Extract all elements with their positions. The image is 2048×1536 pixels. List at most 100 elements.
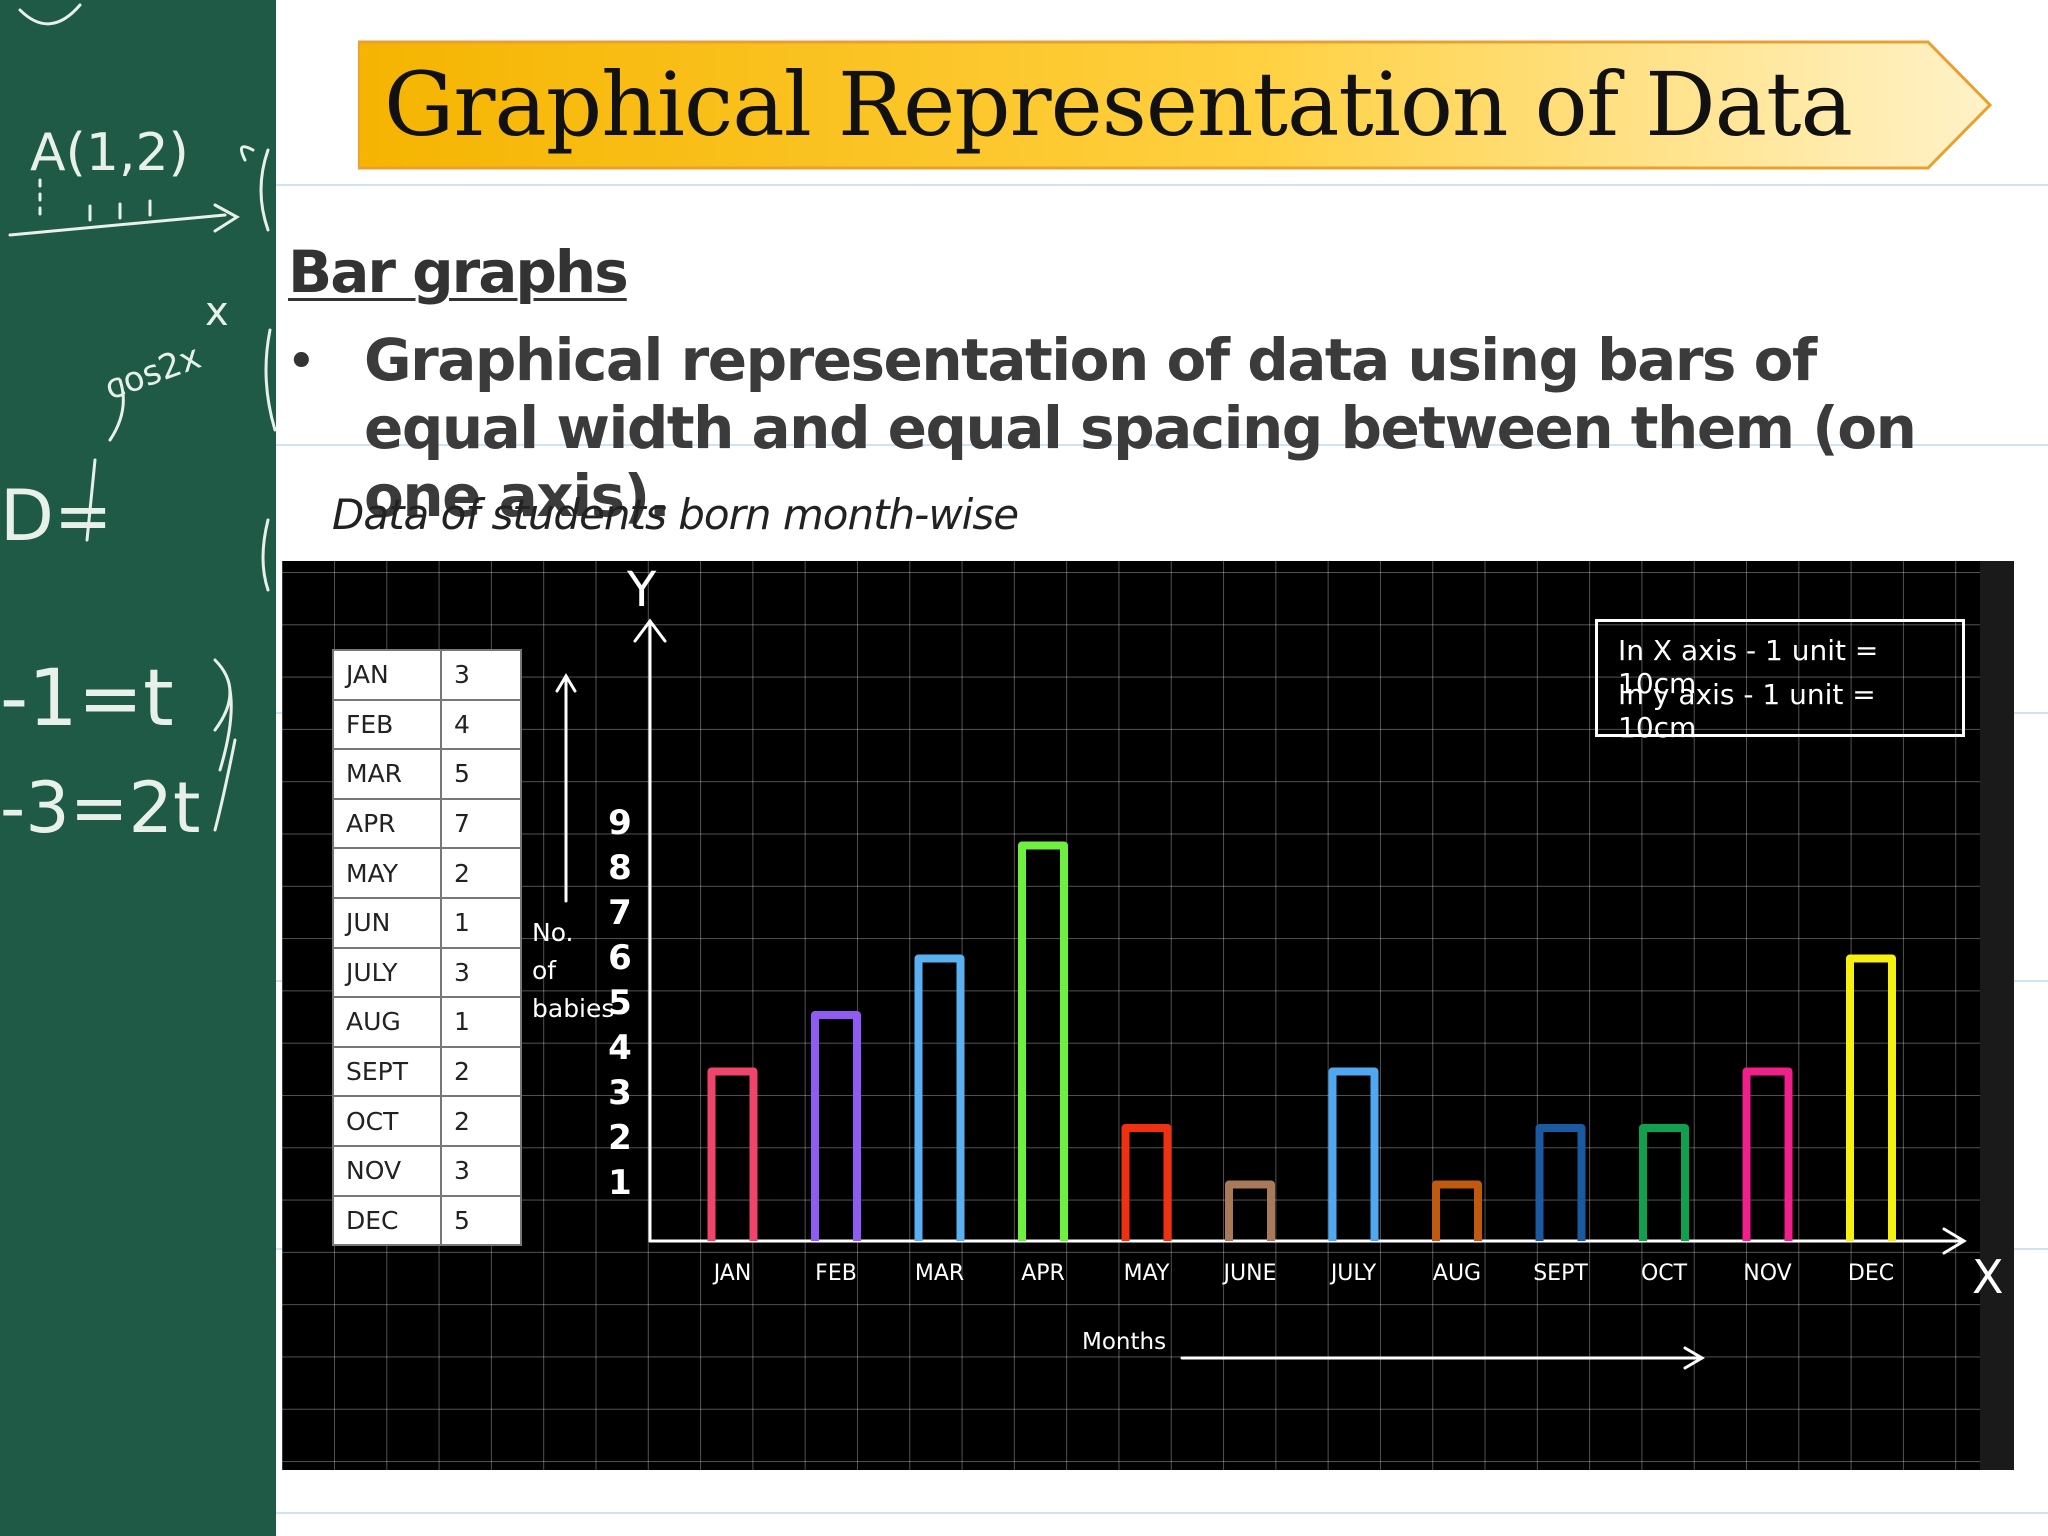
scale-legend-box: In X axis - 1 unit = 10cm In y axis - 1 …: [1595, 619, 1965, 744]
table-row: NOV 3: [332, 1144, 522, 1197]
y-axis-label-line3: babies: [532, 994, 615, 1023]
y-tick-label: 9: [608, 803, 632, 843]
table-cell-month: DEC: [332, 1194, 442, 1247]
ruled-line: [276, 184, 2048, 186]
y-tick-label: 2: [608, 1118, 632, 1158]
table-cell-month: FEB: [332, 698, 442, 751]
bar-chart: Y X 1 2 3 4 5 6 7 8 9: [555, 562, 2004, 1370]
y-axis-letter: Y: [626, 562, 657, 618]
chalk-equation-1: -1=t: [0, 654, 174, 744]
bar-feb: [811, 1011, 861, 1241]
y-tick-label: 1: [608, 1163, 632, 1203]
table-cell-month: JAN: [332, 649, 442, 701]
x-tick-label: AUG: [1432, 1261, 1482, 1286]
svg-text:x: x: [205, 289, 229, 335]
bar-aug: [1432, 1180, 1482, 1241]
table-cell-month: AUG: [332, 996, 442, 1048]
scale-y-text: In y axis - 1 unit = 10cm: [1618, 678, 1876, 744]
chalk-equation-2: -3=2t: [0, 767, 200, 849]
table-cell-value: 7: [440, 797, 522, 850]
y-tick-label: 3: [608, 1073, 632, 1113]
chalk-point-label: A(1,2): [30, 123, 189, 183]
y-tick-label: 7: [608, 893, 632, 933]
x-tick-label: JUNE: [1223, 1261, 1277, 1286]
table-row: SEPT 2: [332, 1045, 522, 1098]
bar-may: [1121, 1124, 1172, 1241]
table-row: APR 7: [332, 797, 522, 850]
x-tick-label: JULY: [1330, 1261, 1377, 1286]
y-tick-label: 8: [608, 848, 632, 888]
table-cell-value: 1: [440, 896, 522, 949]
table-cell-value: 3: [440, 946, 522, 999]
table-cell-month: JUN: [332, 896, 442, 949]
table-cell-value: 5: [440, 748, 522, 800]
y-tick-label: 5: [608, 983, 632, 1023]
chalk-drawing: A(1,2) x cos2x D= -1=t -3=2t: [0, 3, 276, 849]
x-tick-label: FEB: [815, 1261, 857, 1286]
y-tick-label: 6: [608, 938, 632, 978]
table-row: AUG 1: [332, 996, 522, 1048]
ruled-line: [276, 444, 2048, 446]
bar-apr: [1018, 841, 1068, 1241]
data-table: JAN 3 FEB 4 MAR 5 APR 7 MAY 2 JUN 1 JULY 3 AUG 1 SEPT 2 OC…: [332, 649, 522, 1247]
table-cell-value: 1: [440, 996, 522, 1048]
x-tick-label: APR: [1021, 1261, 1065, 1286]
scale-x-text: In X axis - 1 unit = 10cm: [1618, 634, 1879, 700]
x-tick-label: DEC: [1847, 1261, 1895, 1286]
bullet-text: Graphical representation of data using b…: [364, 326, 1917, 530]
chart-caption: Data of students born month-wise: [332, 490, 1019, 539]
table-cell-month: NOV: [332, 1144, 442, 1197]
months-arrow-head: [1683, 1346, 1705, 1370]
section-heading: Bar graphs: [288, 238, 629, 306]
x-axis-letter: X: [1972, 1250, 2004, 1304]
table-row: JUN 1: [332, 896, 522, 949]
data-table-body: JAN 3 FEB 4 MAR 5 APR 7 MAY 2 JUN 1 JULY 3 AUG 1 SEPT 2 OC…: [332, 649, 522, 1247]
table-cell-month: SEPT: [332, 1045, 442, 1098]
x-tick-label: JAN: [713, 1261, 752, 1286]
svg-text:cos2x: cos2x: [99, 337, 206, 408]
table-row: MAY 2: [332, 847, 522, 899]
y-label-arrow-head: [555, 673, 577, 693]
table-cell-value: 5: [440, 1194, 522, 1247]
table-cell-month: MAY: [332, 847, 442, 899]
bar-jan: [707, 1067, 758, 1241]
table-cell-value: 3: [440, 1144, 522, 1197]
title-banner: Graphical Representation of Data: [358, 40, 1992, 170]
svg-text:D=: D=: [0, 475, 113, 557]
table-cell-value: 2: [440, 847, 522, 899]
y-axis-arrow: [633, 618, 667, 643]
table-row: JAN 3: [332, 649, 522, 701]
x-tick-label: MAY: [1123, 1261, 1170, 1286]
table-cell-value: 4: [440, 698, 522, 751]
x-tick-label: MAR: [914, 1261, 965, 1286]
table-cell-month: JULY: [332, 946, 442, 999]
page-title: Graphical Representation of Data: [384, 53, 1853, 156]
table-cell-month: MAR: [332, 748, 442, 800]
x-tick-label: OCT: [1640, 1261, 1688, 1286]
table-row: DEC 5: [332, 1194, 522, 1247]
bar-sept: [1535, 1124, 1586, 1241]
bullet-point: •: [286, 332, 317, 392]
panel-edge-strip: [1980, 561, 2014, 1470]
bar-mar: [914, 954, 965, 1241]
x-tick-label: NOV: [1743, 1261, 1792, 1286]
table-cell-value: 2: [440, 1095, 522, 1147]
bar-nov: [1742, 1067, 1793, 1241]
y-axis-label-line2: of: [532, 956, 557, 985]
table-cell-month: OCT: [332, 1095, 442, 1147]
y-axis-label-line1: No.: [532, 918, 574, 947]
title-banner-shape: [358, 40, 1992, 170]
bar-chart-panel: JAN 3 FEB 4 MAR 5 APR 7 MAY 2 JUN 1 JULY 3 AUG 1 SEPT 2 OC…: [282, 561, 2014, 1470]
x-axis-arrow: [1942, 1227, 1967, 1255]
y-tick-label: 4: [608, 1028, 632, 1068]
bar-june: [1225, 1180, 1275, 1241]
bar-dec: [1846, 954, 1896, 1241]
bar-oct: [1639, 1124, 1689, 1241]
x-tick-label: SEPT: [1533, 1261, 1588, 1286]
table-row: OCT 2: [332, 1095, 522, 1147]
bar-july: [1328, 1067, 1379, 1241]
table-cell-value: 2: [440, 1045, 522, 1098]
x-axis-title: Months: [1082, 1329, 1167, 1355]
chalkboard-decoration: A(1,2) x cos2x D= -1=t -3=2t: [0, 0, 276, 1536]
table-cell-value: 3: [440, 649, 522, 701]
